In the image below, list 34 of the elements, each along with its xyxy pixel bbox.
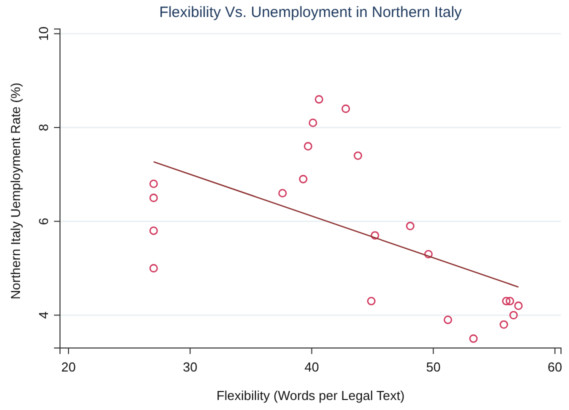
x-tick-label: 60 — [548, 359, 562, 374]
point — [444, 316, 452, 324]
point — [367, 296, 376, 306]
y-tick-label: 4 — [36, 312, 51, 319]
point — [509, 310, 518, 320]
point — [406, 222, 414, 230]
x-tick-label: 50 — [426, 359, 441, 374]
y-tick-label: 10 — [36, 26, 51, 41]
point — [149, 264, 158, 272]
point — [469, 334, 478, 343]
x-tick-label: 30 — [182, 359, 198, 374]
x-tick-label: 40 — [304, 359, 319, 374]
point — [149, 226, 158, 235]
point — [500, 320, 508, 329]
chart-title: Flexibility Vs. Unemployment in Northern Italy — [159, 4, 462, 21]
point — [502, 296, 510, 306]
y-axis-title: Northern Italy Uemployment Rate (%) — [8, 82, 23, 300]
x-axis-title: Flexibility (Words per Legal Text) — [216, 388, 405, 403]
point — [149, 194, 158, 202]
point — [424, 250, 433, 258]
x-tick-label: 20 — [61, 359, 76, 374]
point — [506, 296, 514, 306]
point — [304, 142, 312, 150]
point — [354, 151, 362, 160]
y-tick-label: 6 — [36, 218, 51, 225]
point — [149, 180, 158, 188]
point — [278, 188, 287, 198]
point — [314, 95, 324, 104]
y-tick-label: 8 — [36, 124, 51, 132]
point — [514, 302, 523, 310]
point — [370, 231, 380, 240]
point — [342, 104, 350, 113]
point — [298, 174, 308, 184]
point — [308, 118, 318, 128]
